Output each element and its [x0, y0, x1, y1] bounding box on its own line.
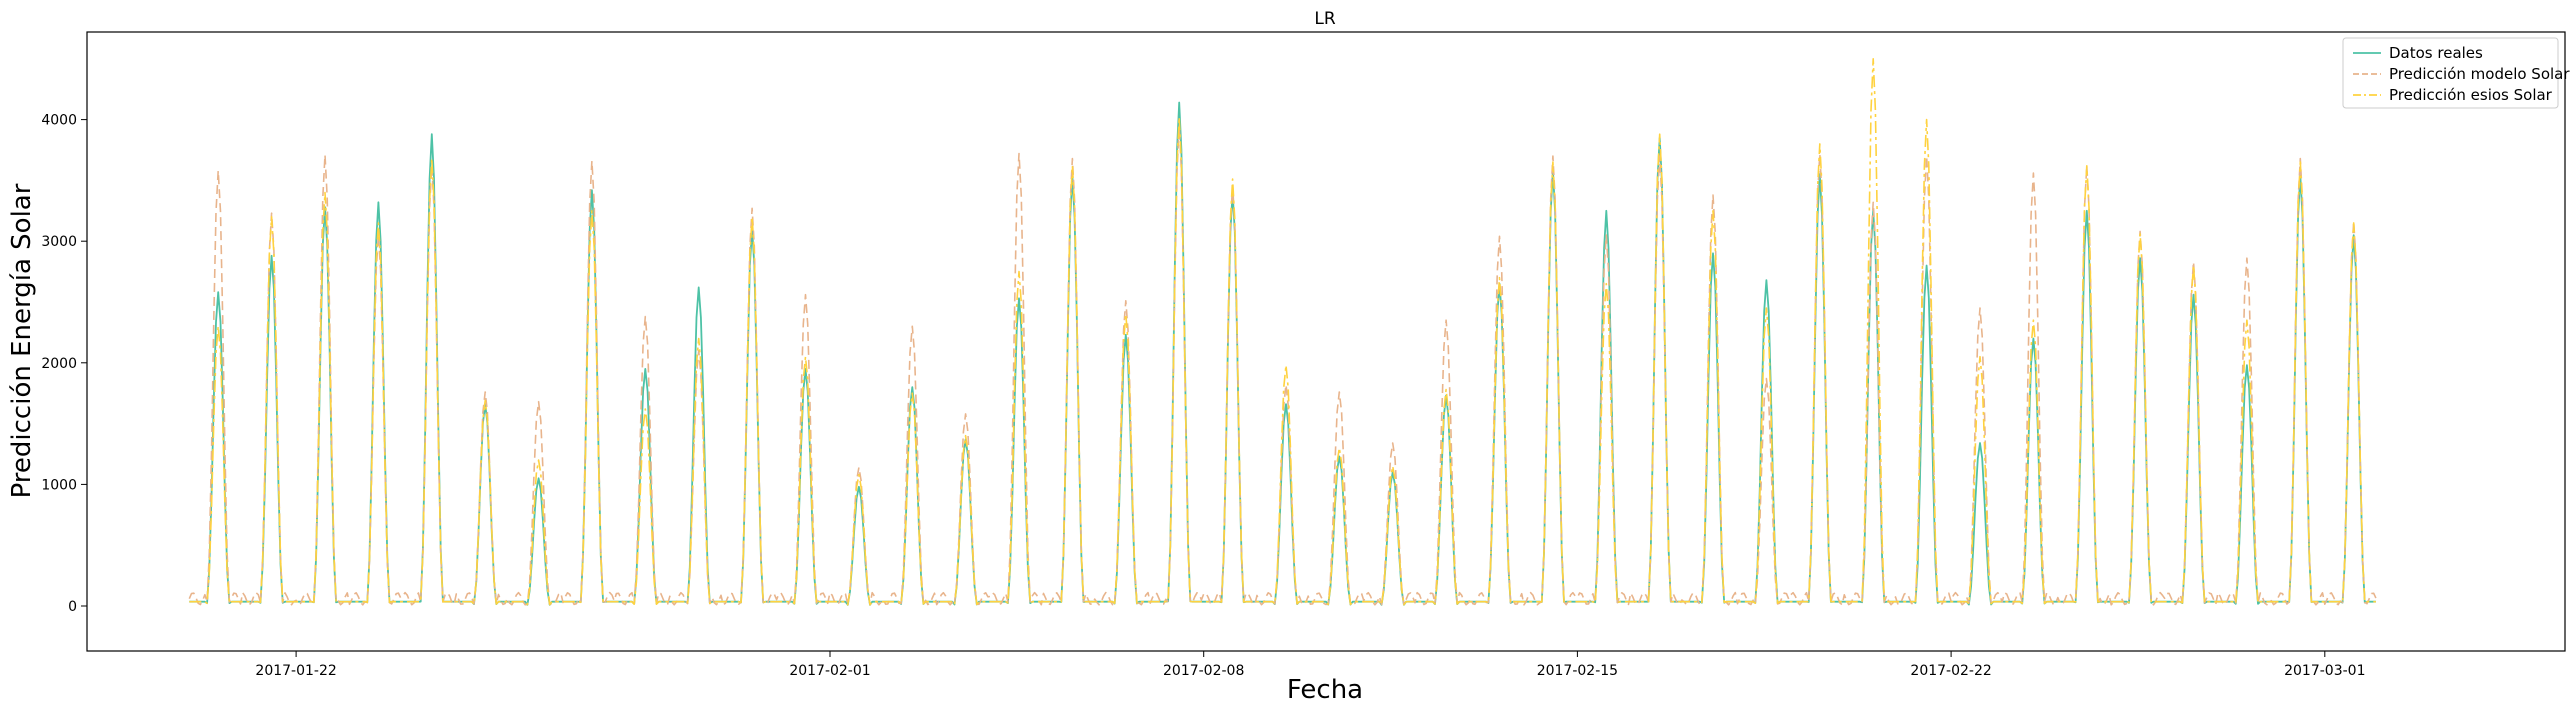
- x-tick-label: 2017-01-22: [255, 663, 336, 679]
- plot-frame: [86, 31, 2566, 652]
- x-axis-title: Fecha: [1287, 675, 1363, 705]
- y-tick-label: 2000: [41, 356, 77, 372]
- x-tick-label: 2017-02-15: [1537, 663, 1618, 679]
- y-tick-label: 1000: [41, 477, 77, 493]
- y-tick-label: 0: [68, 599, 77, 615]
- legend-box: [2342, 37, 2559, 109]
- y-axis: 0 1000 2000 3000 4000: [41, 113, 87, 615]
- chart-title: LR: [1314, 9, 1335, 29]
- series-layer: [188, 57, 2377, 606]
- legend-label: Datos reales: [2389, 44, 2483, 62]
- y-axis-title: Predicción Energía Solar: [7, 183, 37, 498]
- x-tick-label: 2017-03-01: [2284, 663, 2365, 679]
- x-axis: 2017-01-22 2017-02-01 2017-02-08 2017-02-15…: [255, 651, 2365, 679]
- x-tick-label: 2017-02-01: [789, 663, 870, 679]
- legend-label: Predicción esios Solar: [2389, 86, 2553, 104]
- x-tick-label: 2017-02-08: [1163, 663, 1244, 679]
- legend-label: Predicción modelo Solar: [2389, 65, 2570, 83]
- legend: Datos reales Predicción modelo Solar Predi…: [2342, 37, 2570, 109]
- x-tick-label: 2017-02-22: [1910, 663, 1991, 679]
- y-tick-label: 3000: [41, 234, 77, 250]
- y-tick-label: 4000: [41, 113, 77, 129]
